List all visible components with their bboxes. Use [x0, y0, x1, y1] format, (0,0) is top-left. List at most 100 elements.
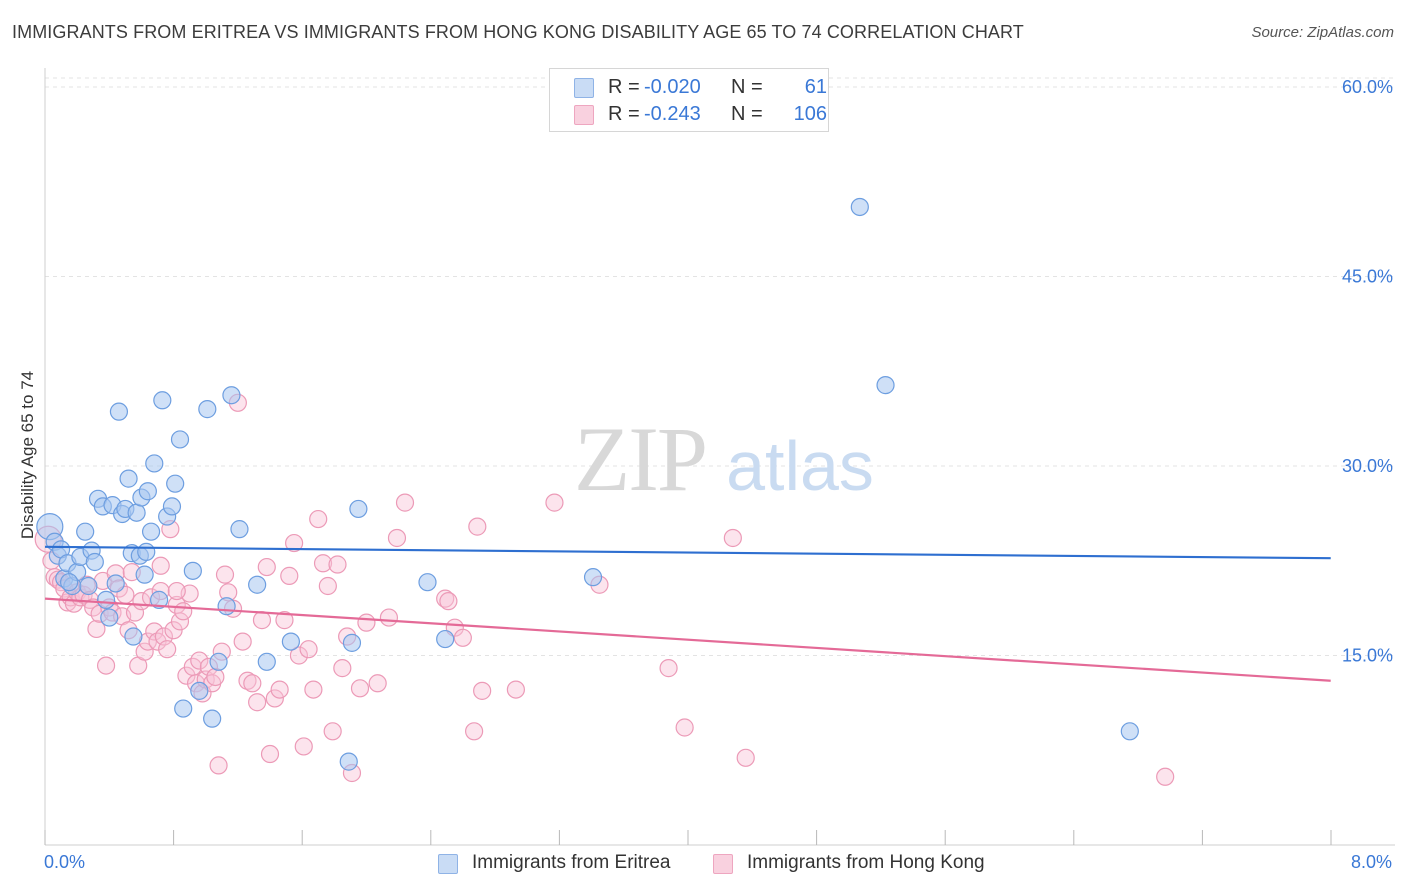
eritrea-point [138, 482, 157, 501]
legend-swatch-hong-kong [574, 105, 594, 125]
hong-kong-point [736, 748, 755, 767]
eritrea-point [198, 400, 217, 419]
eritrea-point [876, 376, 895, 395]
y-tick-label: 15.0% [1342, 645, 1393, 665]
hong-kong-point [299, 640, 318, 659]
watermark: ZIP atlas [574, 408, 874, 510]
eritrea-point [183, 561, 202, 580]
y-tick-label: 60.0% [1342, 77, 1393, 97]
hong-kong-point [723, 528, 742, 548]
hong-kong-point [350, 679, 370, 698]
hong-kong-point [145, 622, 164, 641]
hong-kong-point [318, 576, 337, 596]
eritrea-point [209, 652, 228, 671]
hong-kong-point [275, 611, 294, 630]
hong-kong-point [328, 555, 347, 574]
axes [44, 68, 1395, 846]
eritrea-point [153, 391, 172, 410]
eritrea-point [141, 522, 161, 541]
hong-kong-point [309, 509, 328, 529]
legend-label-eritrea: Immigrants from Eritrea [472, 852, 671, 873]
hong-kong-point [151, 556, 170, 575]
hong-kong-point [323, 722, 342, 741]
hong-kong-point [87, 619, 106, 639]
hong-kong-point [238, 671, 257, 690]
trend-line-eritrea [44, 545, 1331, 560]
eritrea-point [76, 522, 95, 541]
eritrea-point [60, 573, 79, 592]
hong-kong-point [395, 493, 415, 512]
hong-kong-point [215, 565, 235, 584]
hong-kong-point [545, 493, 564, 512]
hong-kong-point [453, 628, 472, 647]
hong-kong-point [1156, 767, 1175, 786]
eritrea-point [106, 574, 125, 593]
watermark-zip: ZIP [574, 408, 706, 510]
legend-swatch-eritrea [574, 78, 594, 98]
hong-kong-point [289, 646, 309, 665]
hong-kong-point [285, 533, 304, 553]
eritrea-point [162, 497, 182, 516]
legend-n-label: N = [731, 103, 763, 125]
legend-r-value: -0.243 [644, 103, 701, 125]
legend-r-value: -0.020 [644, 76, 701, 98]
y-tick-label: 45.0% [1342, 266, 1393, 286]
hong-kong-point [465, 722, 484, 741]
hong-kong-point [135, 642, 154, 661]
eritrea-point [170, 430, 190, 449]
hong-kong-point [333, 659, 352, 678]
eritrea-point [150, 590, 169, 609]
hong-kong-point [158, 640, 177, 659]
hong-kong-point [313, 554, 333, 573]
y-tick-labels: 15.0% 30.0% 45.0% 60.0% [1342, 77, 1393, 666]
eritrea-point [124, 627, 143, 646]
eritrea-point [119, 469, 138, 488]
legend-n-value: 106 [793, 103, 827, 125]
series-eritrea-points [36, 197, 1139, 771]
legend-r-label: R = [608, 103, 640, 125]
hong-kong-point [243, 674, 262, 693]
hong-kong-point [468, 517, 487, 536]
eritrea-point [248, 575, 267, 594]
legend-swatch-hong-kong [713, 854, 733, 874]
hong-kong-point [280, 566, 299, 585]
hong-kong-point [675, 718, 694, 737]
hong-kong-point [252, 611, 272, 630]
source-label: Source: ZipAtlas.com [1251, 24, 1394, 41]
eritrea-point [342, 633, 362, 652]
eritrea-point [217, 597, 236, 616]
eritrea-point [100, 608, 119, 627]
hong-kong-point [206, 667, 225, 687]
hong-kong-point [473, 681, 492, 700]
y-axis-title: Disability Age 65 to 74 [18, 370, 37, 540]
hong-kong-point [167, 581, 186, 601]
hong-kong-point [265, 689, 284, 708]
hong-kong-point [248, 693, 267, 712]
hong-kong-point [436, 589, 455, 608]
legend-n-value: 61 [804, 76, 827, 98]
hong-kong-point [659, 659, 678, 678]
hong-kong-point [357, 613, 376, 632]
legend-n-label: N = [731, 76, 763, 98]
chart-title: IMMIGRANTS FROM ERITREA VS IMMIGRANTS FR… [12, 22, 1024, 42]
legend-swatch-eritrea [438, 854, 458, 874]
x-tick-label-min: 0.0% [44, 852, 86, 872]
correlation-legend: R = -0.020 N = 61 R = -0.243 N = 106 [549, 68, 829, 132]
eritrea-point [436, 629, 455, 649]
eritrea-point [109, 402, 129, 421]
eritrea-point [145, 454, 164, 473]
eritrea-point [418, 573, 437, 592]
hong-kong-point [304, 680, 323, 699]
eritrea-point [135, 565, 154, 584]
eritrea-point [96, 590, 116, 609]
eritrea-point [281, 632, 300, 651]
eritrea-point [1120, 722, 1139, 741]
eritrea-point [583, 568, 603, 587]
eritrea-point [79, 576, 98, 596]
hong-kong-point [260, 744, 280, 764]
eritrea-point [127, 503, 146, 522]
hong-kong-point [233, 632, 252, 651]
hong-kong-point [506, 680, 525, 699]
trend-line-hong-kong [44, 597, 1331, 682]
eritrea-point [230, 520, 249, 539]
